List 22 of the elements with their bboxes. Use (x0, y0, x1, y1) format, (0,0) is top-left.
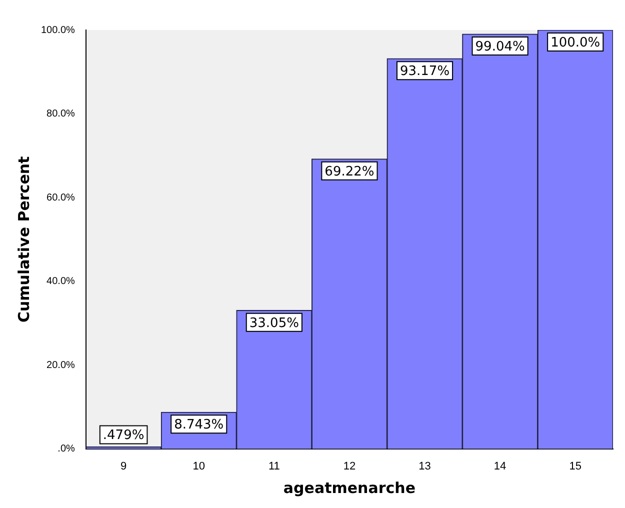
x-tick-label: 11 (268, 460, 280, 472)
x-tick-label: 12 (343, 460, 356, 472)
data-label: 100.0% (550, 35, 600, 50)
y-tick-label: 20.0% (46, 360, 76, 371)
y-tick-label: 80.0% (46, 108, 76, 120)
y-tick-label: 60.0% (46, 192, 76, 204)
data-label: 8.743% (174, 418, 224, 433)
y-tick-label: .0% (58, 444, 76, 455)
x-axis-title: ageatmenarche (283, 478, 416, 497)
y-tick-label: 100.0% (40, 24, 76, 36)
data-label: 33.05% (249, 316, 299, 331)
data-label: 93.17% (400, 64, 450, 79)
x-tick-label: 9 (120, 460, 127, 472)
y-axis-title: Cumulative Percent (14, 156, 33, 323)
x-tick-label: 10 (192, 460, 205, 472)
x-tick-label: 13 (418, 460, 431, 472)
x-tick-label: 14 (494, 460, 506, 472)
data-label: 99.04% (475, 39, 525, 54)
data-label: 69.22% (324, 164, 374, 180)
x-tick-label: 15 (569, 460, 582, 472)
y-tick-label: 40.0% (46, 276, 76, 288)
data-label: .479% (102, 428, 144, 444)
